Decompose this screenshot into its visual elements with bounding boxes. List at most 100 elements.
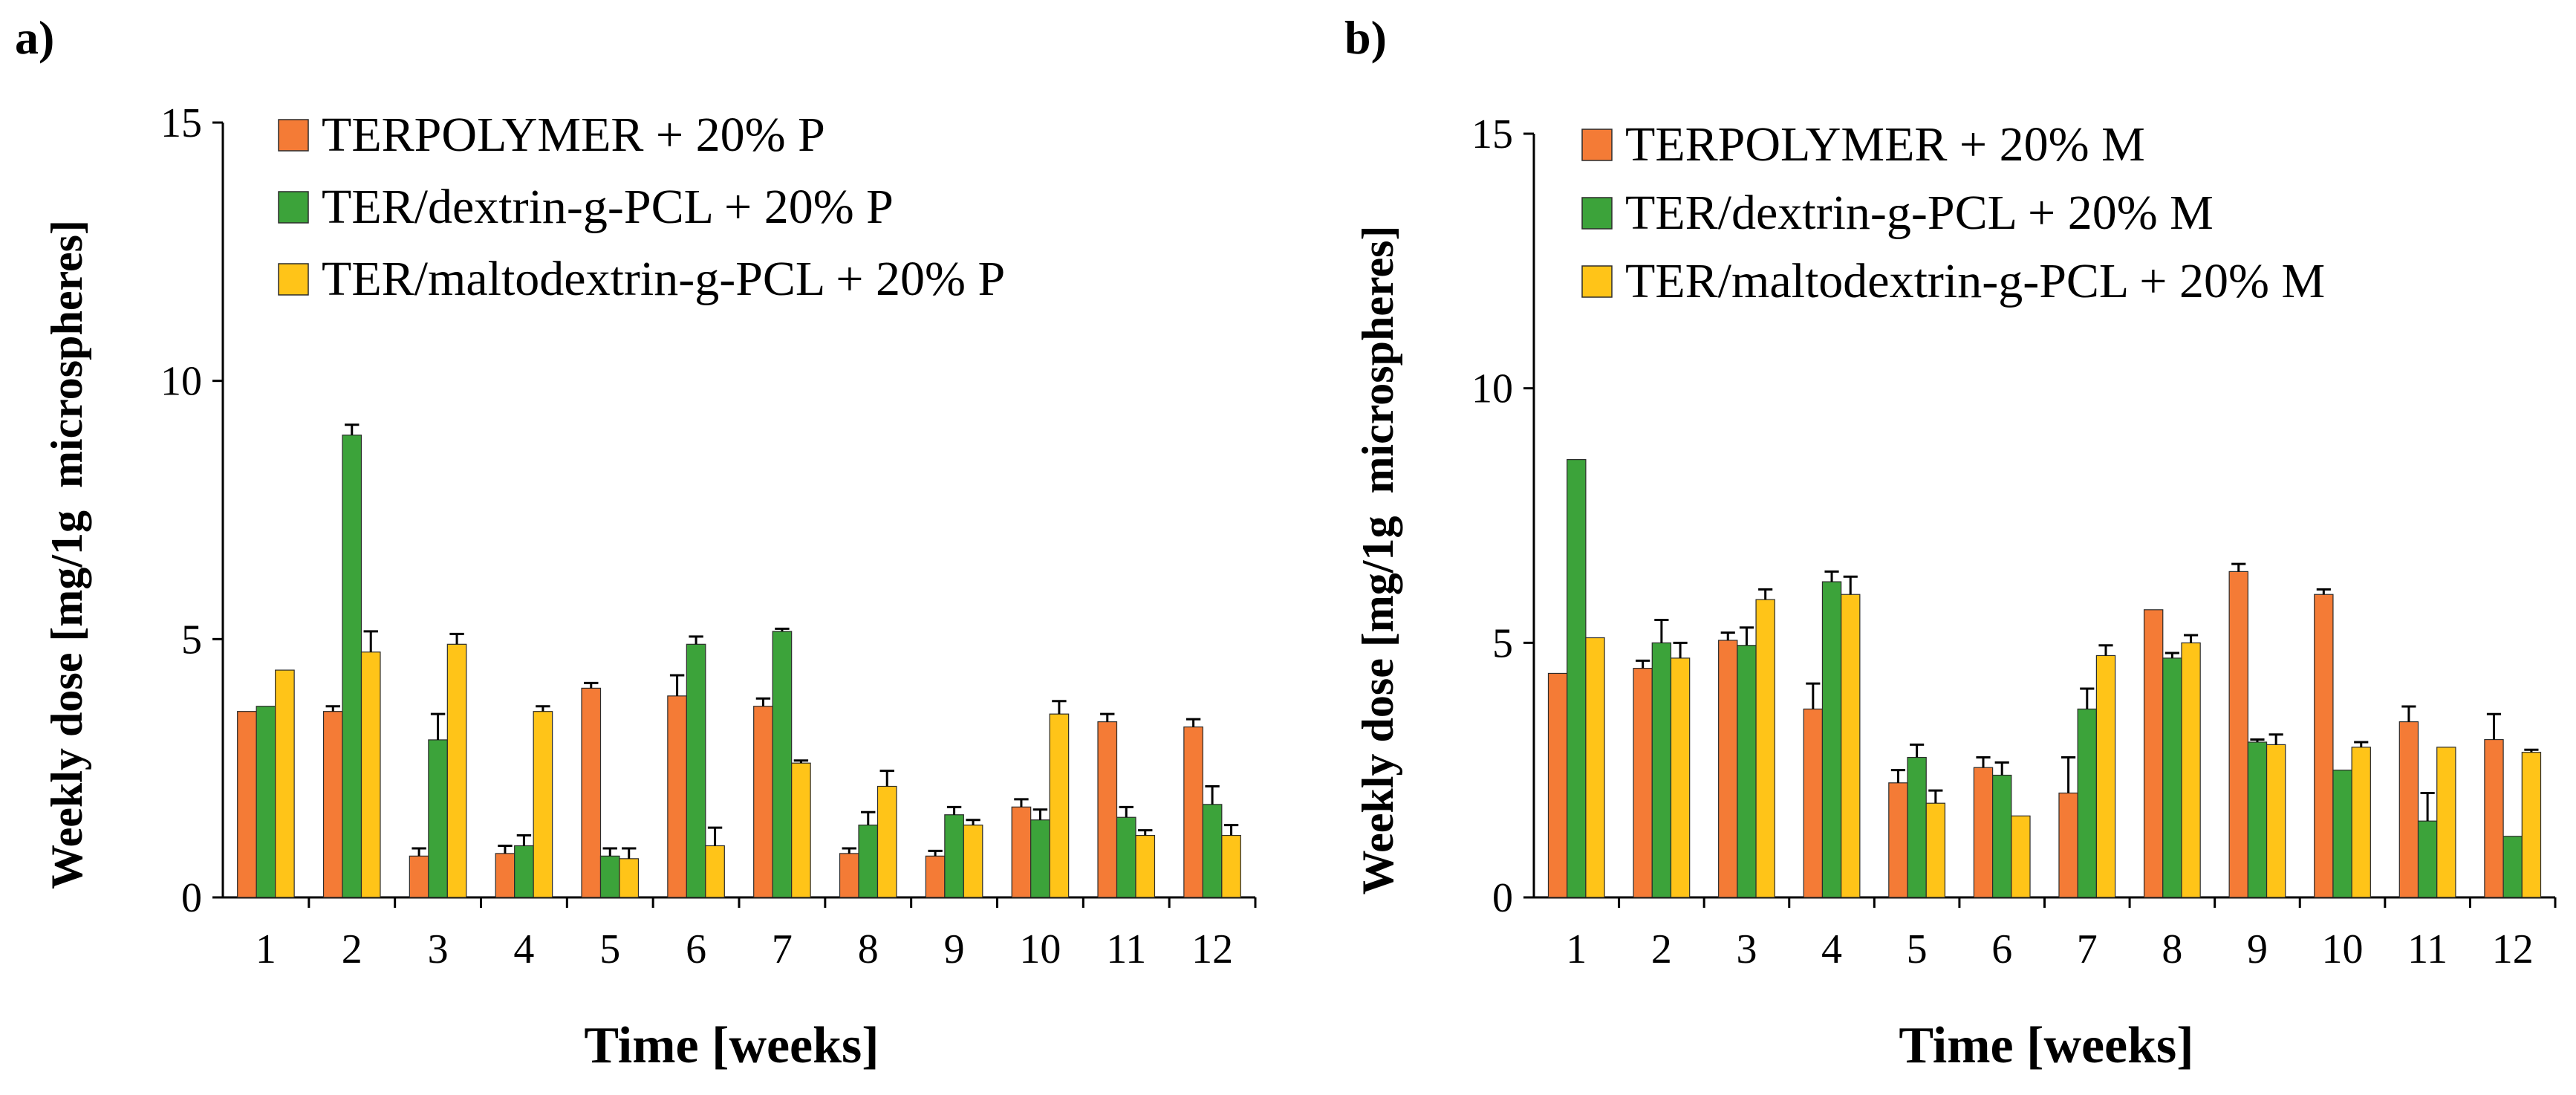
chart0-bar [944, 814, 964, 898]
chart1-bar [1992, 774, 2012, 898]
chart0-bar [753, 706, 773, 898]
chart1-bar [1973, 767, 1994, 898]
chart1-x-tick-label: 12 [2492, 926, 2534, 972]
chart1-bar [2058, 792, 2078, 898]
chart1-bar [1803, 708, 1824, 898]
chart0-bar [599, 855, 620, 898]
chart1-x-tick-label: 11 [2407, 926, 2447, 972]
chart1-legend-label: TER/dextrin-g-PCL + 20% M [1625, 186, 2214, 240]
chart0-bar [237, 711, 257, 898]
chart1-legend-label: TER/maltodextrin-g-PCL + 20% M [1625, 254, 2325, 308]
chart1-legend-label: TERPOLYMER + 20% M [1625, 117, 2145, 172]
chart0-bar [619, 858, 640, 898]
chart1-bar [2521, 752, 2542, 898]
chart1-bar [2314, 594, 2334, 898]
chart0-bar [963, 825, 983, 898]
chart0-legend-swatch [278, 191, 309, 224]
chart1-y-tick-label: 15 [1471, 111, 1513, 157]
chart0-legend-label: TER/maltodextrin-g-PCL + 20% P [322, 252, 1005, 306]
chart0-x-tick-label: 6 [686, 926, 706, 972]
chart1-bar [2247, 741, 2268, 898]
chart1-bar [1737, 645, 1757, 898]
chart0-legend-swatch [278, 119, 309, 152]
chart1-bar [2143, 609, 2164, 898]
chart1-panel-label: b) [1344, 11, 1387, 64]
chart1-bar [2228, 571, 2248, 898]
chart0-bar [1202, 804, 1223, 898]
chart1-bar [1718, 640, 1738, 898]
chart1-x-tick-label: 9 [2247, 926, 2268, 972]
chart0-bar [1011, 806, 1032, 898]
chart0-bar [876, 785, 897, 898]
chart1-x-tick-label: 8 [2162, 926, 2182, 972]
chart1-y-tick-label: 10 [1471, 366, 1513, 412]
chart1-bar [1567, 459, 1587, 898]
chart0-bar [772, 631, 793, 898]
chart0-x-tick-label: 2 [342, 926, 362, 972]
chart1-x-axis-title: Time [weeks] [1899, 1017, 2193, 1074]
chart1-x-tick-label: 2 [1651, 926, 1672, 972]
chart1-bar [2095, 654, 2116, 898]
chart1-legend-swatch [1581, 265, 1613, 298]
chart0-bar [1183, 726, 1203, 898]
chart0-x-tick-label: 4 [513, 926, 534, 972]
chart0-bar [428, 739, 448, 898]
chart1-bar [2162, 657, 2182, 898]
chart1-x-tick-label: 3 [1736, 926, 1757, 972]
chart0-panel-label: a) [15, 11, 54, 64]
chart0-x-tick-label: 9 [944, 926, 965, 972]
chart0-bar [275, 669, 295, 898]
chart0-bar [495, 853, 515, 898]
chart1-y-axis-title: Weekly dose [mg/1g microspheres] [1353, 225, 1402, 894]
chart0-x-tick-label: 10 [1019, 926, 1061, 972]
chart0-x-tick-label: 1 [256, 926, 276, 972]
chart0-y-tick-label: 15 [160, 100, 202, 146]
chart0-bar [1116, 816, 1136, 898]
chart0-bar [1135, 834, 1156, 898]
chart1-bar [1925, 802, 1946, 898]
chart0-bar [322, 711, 343, 898]
chart0-bar [581, 687, 602, 898]
chart1-bar [2011, 815, 2031, 898]
chart0-bar [686, 643, 706, 898]
chart0-x-tick-label: 8 [858, 926, 879, 972]
chart1-x-tick-label: 1 [1566, 926, 1587, 972]
chart0-y-axis-title: Weekly dose [mg/1g microspheres] [42, 220, 91, 889]
chart0-bar [1030, 819, 1050, 898]
chart0-bar [533, 711, 553, 898]
chart0-bar [1221, 834, 1241, 898]
chart1-y-tick-label: 5 [1492, 620, 1513, 666]
chart0-x-axis-title: Time [weeks] [584, 1017, 879, 1074]
chart1-bar [2502, 836, 2523, 898]
chart0-bar [705, 845, 725, 898]
chart1-bar [2398, 721, 2419, 898]
chart0-y-tick-label: 5 [181, 617, 202, 663]
chart0-x-tick-label: 11 [1106, 926, 1146, 972]
chart1-bar [2077, 708, 2097, 898]
chart1-bar [2266, 744, 2286, 898]
chart0-x-tick-label: 3 [428, 926, 449, 972]
chart0-legend-label: TER/dextrin-g-PCL + 20% P [322, 180, 894, 234]
chart1-bar [1670, 657, 1691, 898]
chart0-bar [342, 435, 362, 898]
chart1-legend-swatch [1581, 129, 1613, 161]
chart0-bar [360, 652, 381, 898]
chart0-y-tick-label: 0 [181, 875, 202, 921]
chart1-bar [1547, 672, 1568, 898]
chart0-bar [256, 706, 276, 898]
chart1-x-tick-label: 6 [1991, 926, 2012, 972]
chart0-bar [1097, 721, 1118, 898]
chart0-x-tick-label: 5 [599, 926, 620, 972]
chart1-x-tick-label: 10 [2322, 926, 2364, 972]
chart0-legend-swatch [278, 263, 309, 296]
chart1-bar [1841, 594, 1861, 898]
chart1-bar [2332, 770, 2352, 898]
chart0-x-tick-label: 12 [1191, 926, 1233, 972]
chart0-bar [839, 853, 859, 898]
chart0-bar [791, 762, 811, 898]
chart0-bar [667, 695, 687, 898]
